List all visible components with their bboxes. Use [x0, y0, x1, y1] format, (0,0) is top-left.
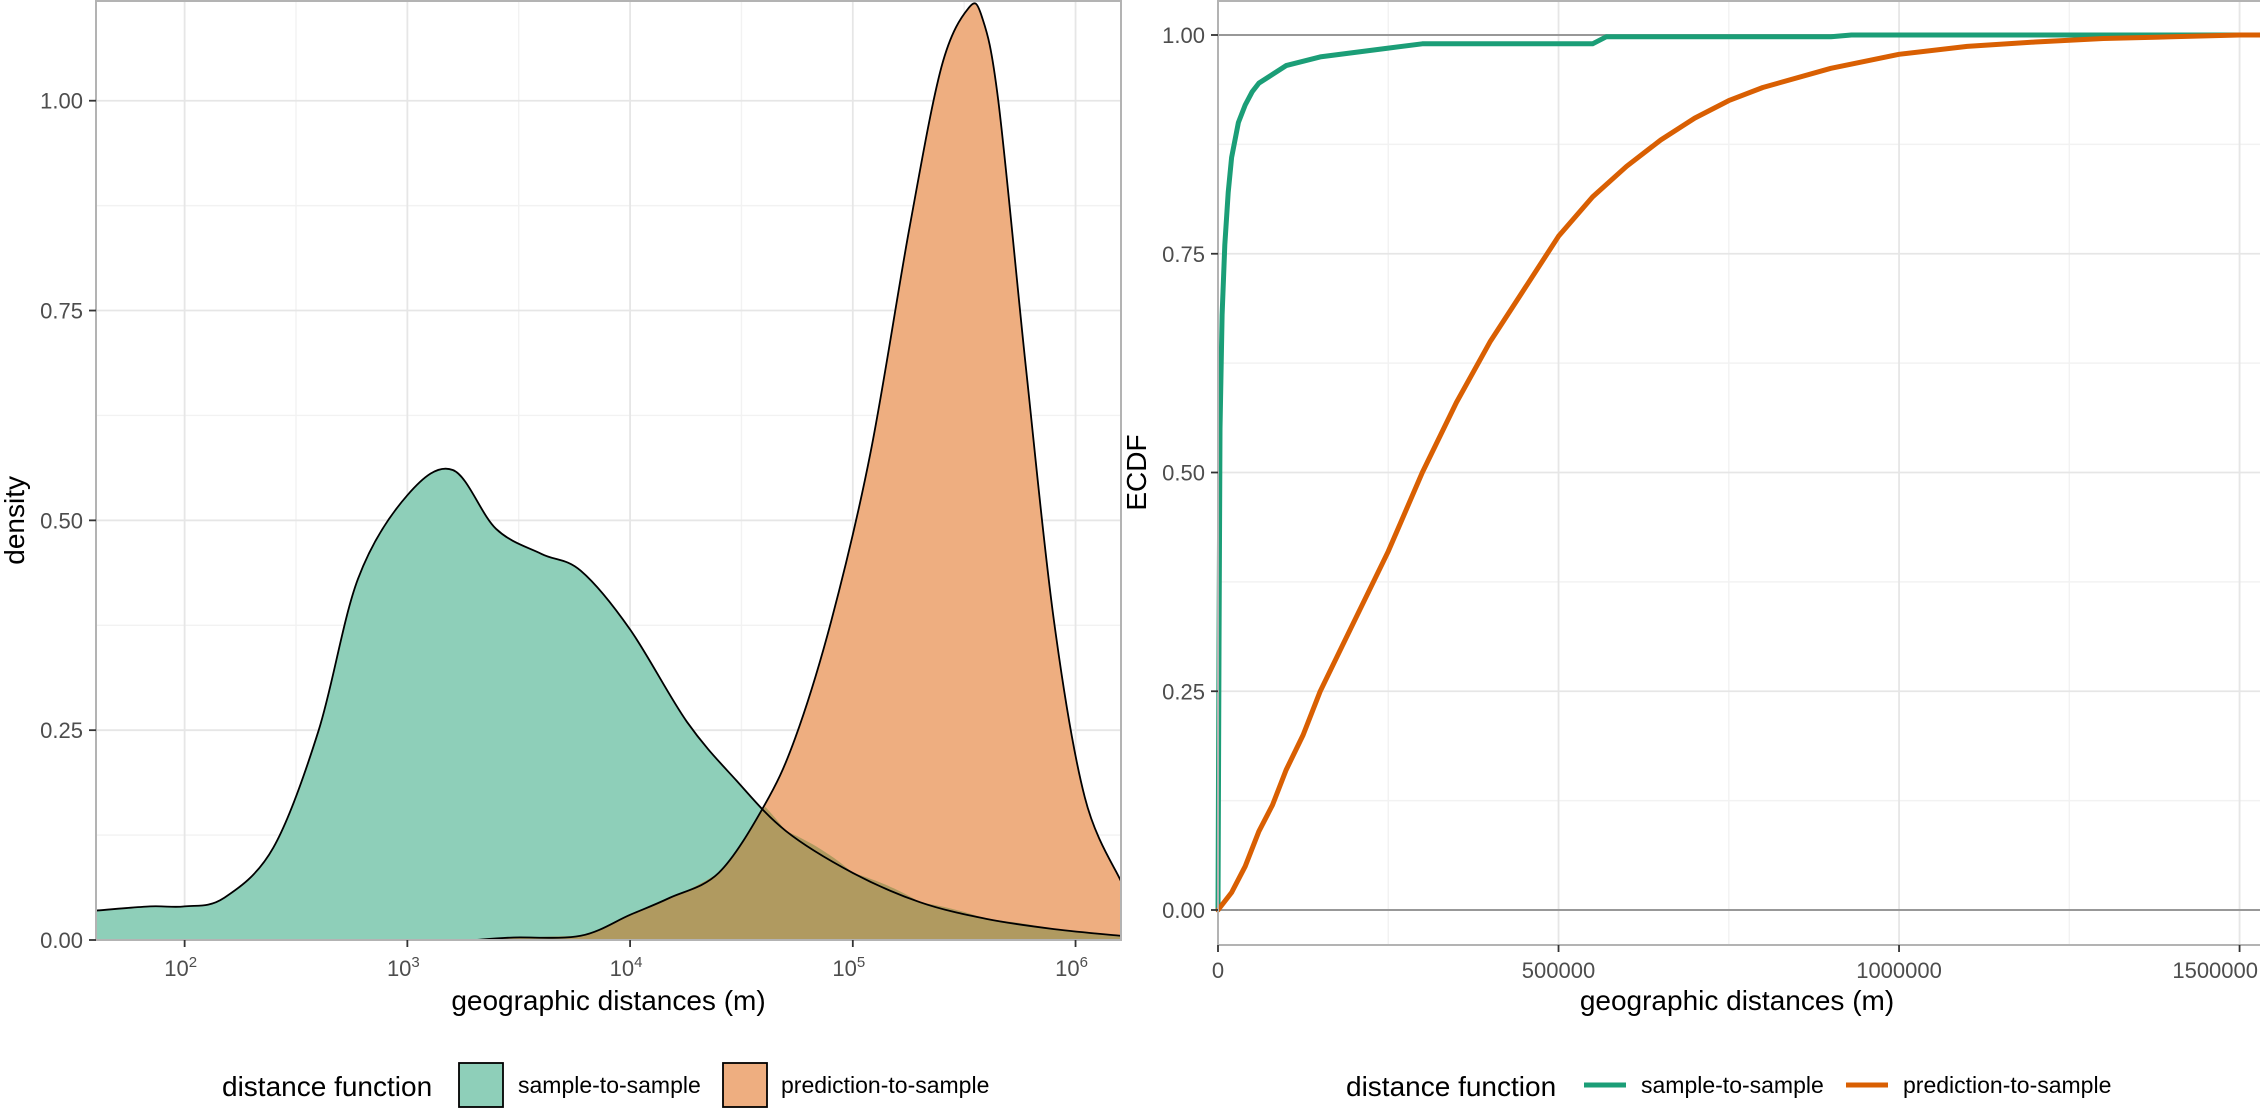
- y-tick-label: 1.00: [1162, 23, 1205, 48]
- legend-title: distance function: [1346, 1071, 1556, 1102]
- area-sample-to-sample: [96, 468, 1121, 940]
- ecdf-panel: 0.00 0.25 0.50 0.75 1.00 0 500000 1000000 150000…: [1121, 0, 2260, 1102]
- legend-title: distance function: [222, 1071, 432, 1102]
- panel-border: [95, 0, 1122, 941]
- x-tick-exponent: 4: [634, 954, 642, 971]
- area-prediction-to-sample: [474, 3, 1121, 940]
- legend-key-sample-to-sample: [458, 1062, 504, 1108]
- x-tick-label: 1000000: [1856, 958, 1942, 983]
- y-tick-label: 1.00: [40, 89, 83, 114]
- legend-label-sample-to-sample: sample-to-sample: [1641, 1072, 1824, 1098]
- legend-key-prediction-to-sample: [722, 1062, 768, 1108]
- x-tick-base: 10: [387, 956, 411, 981]
- x-tick-base: 10: [610, 956, 634, 981]
- ecdf-line-prediction-to-sample: [1215, 32, 2260, 913]
- x-tick-exponent: 2: [189, 954, 197, 971]
- y-tick-label: 0.50: [1162, 461, 1205, 486]
- y-axis-title: density: [0, 476, 30, 565]
- x-tick-base: 10: [164, 956, 188, 981]
- x-tick-exponent: 5: [857, 954, 865, 971]
- x-tick-label: 103: [387, 954, 420, 981]
- x-tick-exponent: 3: [411, 954, 419, 971]
- y-tick-label: 0.50: [40, 508, 83, 533]
- x-tick-label: 1500000: [2172, 958, 2258, 983]
- x-tick-label: 106: [1055, 954, 1088, 981]
- x-axis-title: geographic distances (m): [451, 985, 765, 1016]
- legend-label-sample-to-sample: sample-to-sample: [518, 1072, 701, 1098]
- y-tick-label: 0.25: [1162, 679, 1205, 704]
- y-tick-label: 0.00: [40, 928, 83, 953]
- plot-area: [96, 2, 1121, 940]
- ecdf-line-sample-to-sample: [1215, 32, 2260, 913]
- legend: distance function sample-to-sample predict…: [222, 1062, 989, 1108]
- x-axis-title: geographic distances (m): [1580, 985, 1894, 1016]
- x-tick-label: 500000: [1522, 958, 1595, 983]
- outline-sample-to-sample: [96, 467, 1121, 937]
- x-tick-label: 105: [832, 954, 865, 981]
- x-tick-label: 0: [1212, 958, 1224, 983]
- legend-label-prediction-to-sample: prediction-to-sample: [781, 1072, 989, 1098]
- x-tick-label: 104: [610, 954, 643, 981]
- x-tick-exponent: 6: [1080, 954, 1088, 971]
- y-tick-label: 0.75: [40, 299, 83, 324]
- legend: distance function sample-to-sample predict…: [1346, 1071, 2111, 1102]
- y-tick-label: 0.00: [1162, 898, 1205, 923]
- y-tick-label: 0.75: [1162, 242, 1205, 267]
- x-tick-base: 10: [832, 956, 856, 981]
- y-tick-label: 0.25: [40, 718, 83, 743]
- area-overlap: [474, 807, 1121, 940]
- outline-prediction-to-sample: [474, 2, 1121, 940]
- x-tick-base: 10: [1055, 956, 1079, 981]
- legend-label-prediction-to-sample: prediction-to-sample: [1903, 1072, 2111, 1098]
- x-tick-label: 102: [164, 954, 197, 981]
- y-axis-title: ECDF: [1121, 434, 1152, 510]
